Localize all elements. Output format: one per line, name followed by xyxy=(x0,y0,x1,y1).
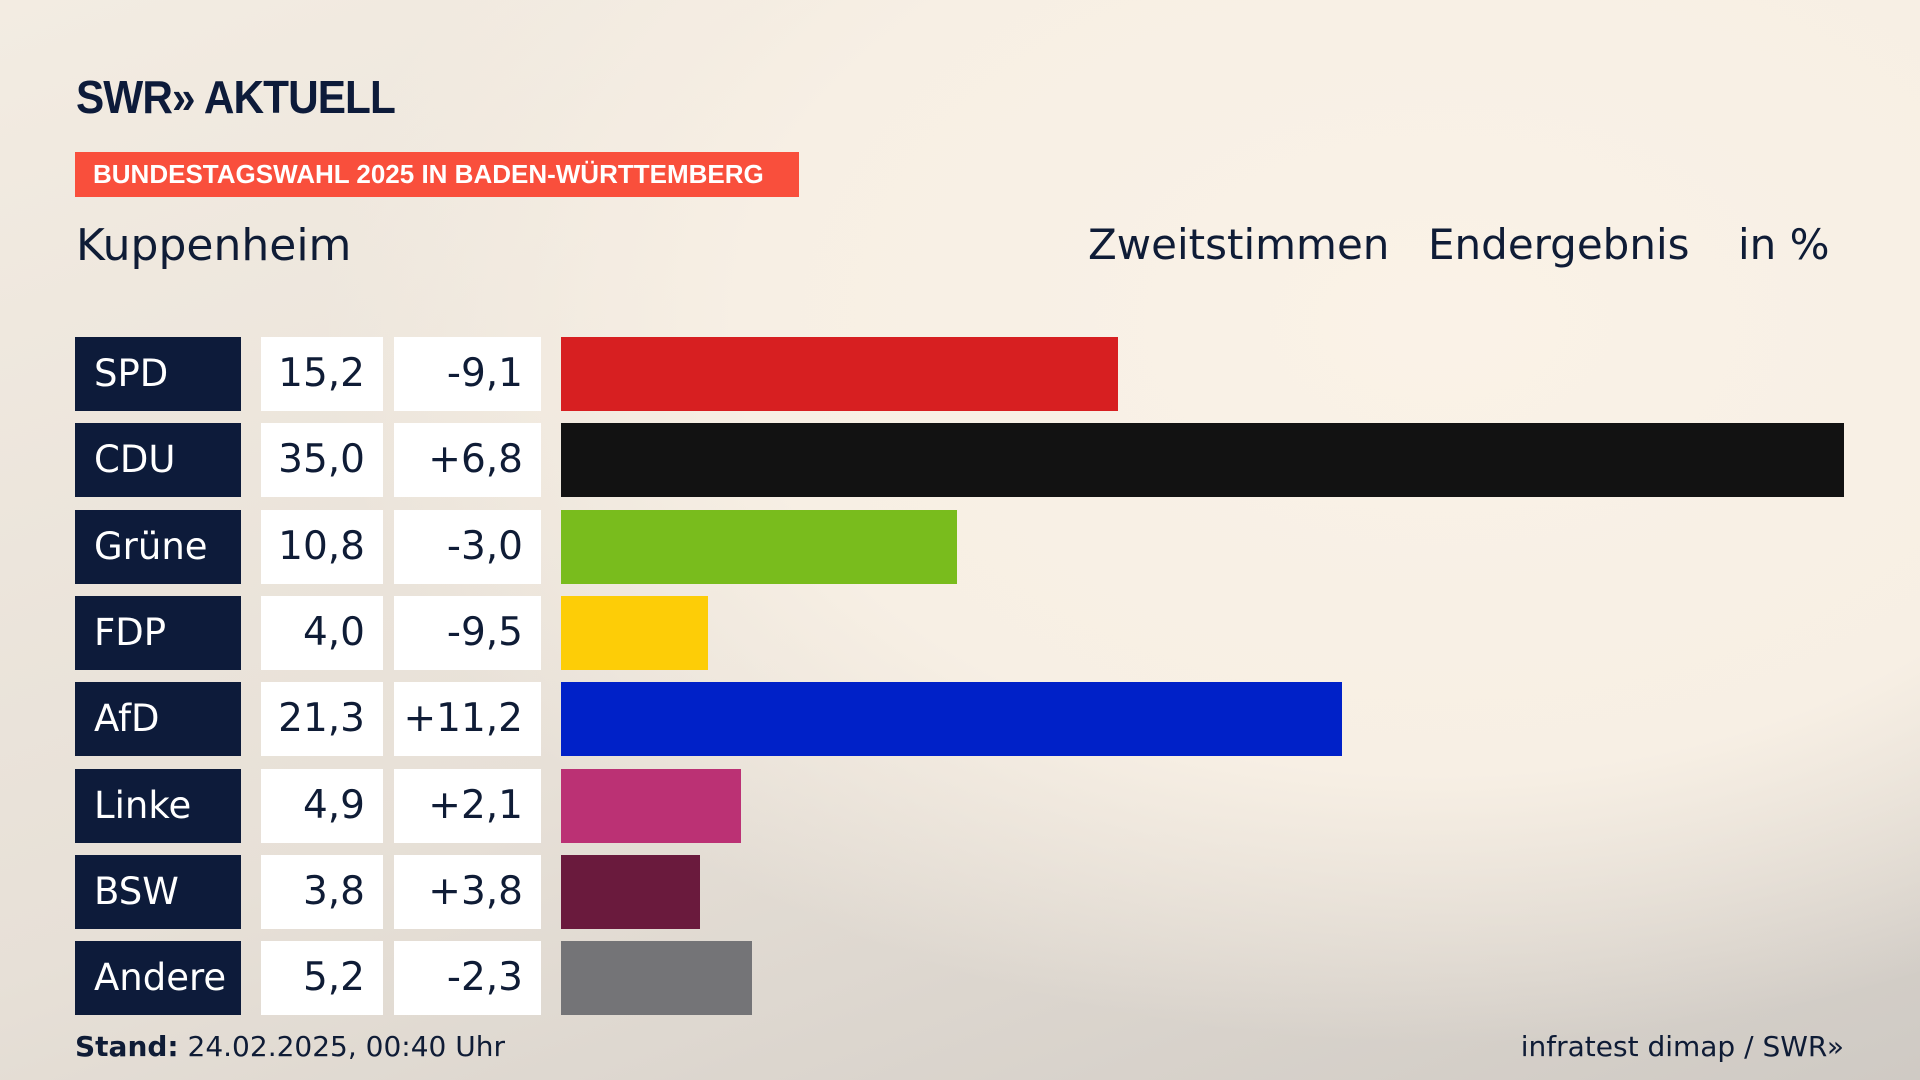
party-value: 35,0 xyxy=(261,423,383,498)
party-diff: +11,2 xyxy=(394,682,541,757)
party-bar xyxy=(561,509,957,584)
party-label: SPD xyxy=(75,337,241,411)
party-label: Linke xyxy=(75,768,241,843)
party-diff: -9,1 xyxy=(394,337,541,411)
party-label: CDU xyxy=(75,423,241,498)
stand-value: 24.02.2025, 00:40 Uhr xyxy=(187,1030,505,1063)
stand-label: Stand: xyxy=(75,1030,179,1063)
party-value: 4,9 xyxy=(261,768,383,843)
party-label: BSW xyxy=(75,854,241,929)
party-bar xyxy=(561,768,741,843)
party-bar xyxy=(561,682,1342,757)
party-value: 21,3 xyxy=(261,682,383,757)
party-bar xyxy=(561,423,1844,498)
party-diff: -2,3 xyxy=(394,941,541,1016)
header-unit: in % xyxy=(1738,220,1830,269)
party-bar xyxy=(561,337,1119,411)
party-diff: -3,0 xyxy=(394,509,541,584)
party-bar xyxy=(561,941,752,1016)
party-value: 3,8 xyxy=(261,854,383,929)
party-diff: +3,8 xyxy=(394,854,541,929)
party-value: 4,0 xyxy=(261,595,383,670)
timestamp: Stand: 24.02.2025, 00:40 Uhr xyxy=(75,1030,505,1063)
party-diff: +2,1 xyxy=(394,768,541,843)
place-title: Kuppenheim xyxy=(76,220,352,271)
header-zweitstimmen: Zweitstimmen xyxy=(1088,220,1390,269)
party-diff: -9,5 xyxy=(394,595,541,670)
party-value: 15,2 xyxy=(261,337,383,411)
swr-aktuell-logo: SWR» AKTUELL xyxy=(76,71,396,123)
party-diff: +6,8 xyxy=(394,423,541,498)
party-label: AfD xyxy=(75,682,241,757)
party-label: Grüne xyxy=(75,509,241,584)
header-endergebnis: Endergebnis xyxy=(1428,220,1690,269)
party-bar xyxy=(561,854,701,929)
party-value: 10,8 xyxy=(261,509,383,584)
party-bar xyxy=(561,595,708,670)
party-label: FDP xyxy=(75,595,241,670)
election-banner: BUNDESTAGSWAHL 2025 IN BADEN-WÜRTTEMBERG xyxy=(75,152,799,197)
party-label: Andere xyxy=(75,941,241,1016)
source-credit: infratest dimap / SWR» xyxy=(1520,1030,1844,1063)
party-value: 5,2 xyxy=(261,941,383,1016)
